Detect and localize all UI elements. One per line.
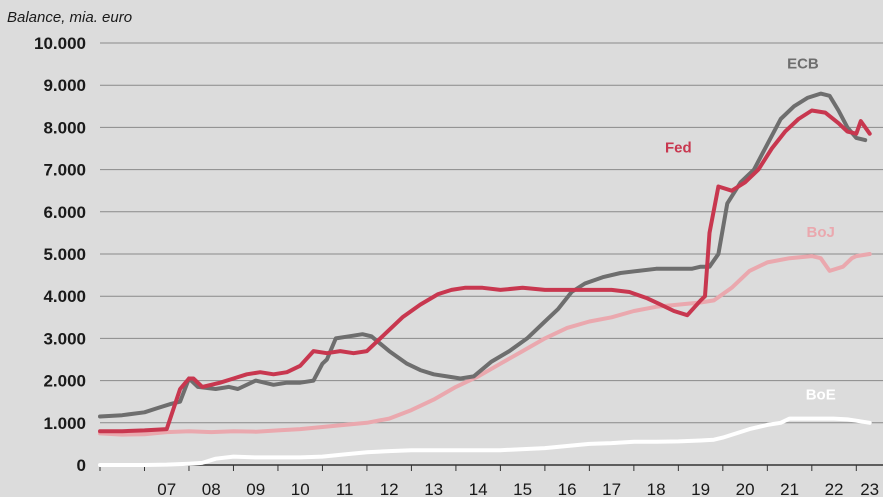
y-tick-label: 4.000 bbox=[43, 287, 86, 306]
x-tick-label: 23 bbox=[860, 480, 879, 497]
x-tick-label: 16 bbox=[558, 480, 577, 497]
x-tick-label: 12 bbox=[380, 480, 399, 497]
x-tick-label: 11 bbox=[336, 480, 354, 497]
x-tick-label: 18 bbox=[647, 480, 666, 497]
y-tick-label: 10.000 bbox=[34, 34, 86, 53]
y-tick-label: 5.000 bbox=[43, 245, 86, 264]
y-tick-label: 2.000 bbox=[43, 372, 86, 391]
y-tick-label: 7.000 bbox=[43, 161, 86, 180]
x-tick-label: 07 bbox=[157, 480, 176, 497]
series-line-fed bbox=[98, 108, 872, 434]
series-label-fed: Fed bbox=[665, 140, 692, 157]
x-tick-label: 19 bbox=[691, 480, 710, 497]
x-tick-label: 10 bbox=[291, 480, 310, 497]
y-tick-label: 9.000 bbox=[43, 76, 86, 95]
y-tick-label: 6.000 bbox=[43, 203, 86, 222]
y-tick-labels: 0 1.000 2.000 3.000 4.000 5.000 6.000 7.000 8.00… bbox=[34, 34, 86, 475]
x-tick-label: 09 bbox=[246, 480, 265, 497]
series-label-boj: BoJ bbox=[807, 224, 835, 241]
y-axis-label: Balance, mia. euro bbox=[7, 9, 132, 26]
series-label-boe: BoE bbox=[806, 387, 836, 404]
series-lines bbox=[98, 91, 872, 467]
x-tick-label: 22 bbox=[825, 480, 844, 497]
x-tick-label: 08 bbox=[202, 480, 221, 497]
x-tick-labels: 07 08 09 10 11 12 13 14 15 16 17 18 19 20 21 22 23 bbox=[99, 465, 879, 497]
x-tick-label: 13 bbox=[424, 480, 443, 497]
x-tick-label: 14 bbox=[469, 480, 488, 497]
x-tick-label: 17 bbox=[602, 480, 621, 497]
series-line-boj bbox=[98, 252, 872, 437]
series-label-ecb: ECB bbox=[787, 55, 819, 72]
gridlines bbox=[100, 42, 883, 466]
series-line-boe bbox=[98, 416, 872, 467]
x-tick-label: 20 bbox=[736, 480, 755, 497]
x-tick-label: 21 bbox=[780, 480, 799, 497]
series-line-ecb bbox=[98, 91, 868, 419]
y-tick-label: 3.000 bbox=[43, 329, 86, 348]
x-tick-label: 15 bbox=[513, 480, 532, 497]
series-labels: BoE BoJ ECB Fed bbox=[665, 55, 836, 403]
y-tick-label: 8.000 bbox=[43, 118, 86, 137]
y-tick-label: 0 bbox=[77, 456, 86, 475]
y-tick-label: 1.000 bbox=[43, 414, 86, 433]
